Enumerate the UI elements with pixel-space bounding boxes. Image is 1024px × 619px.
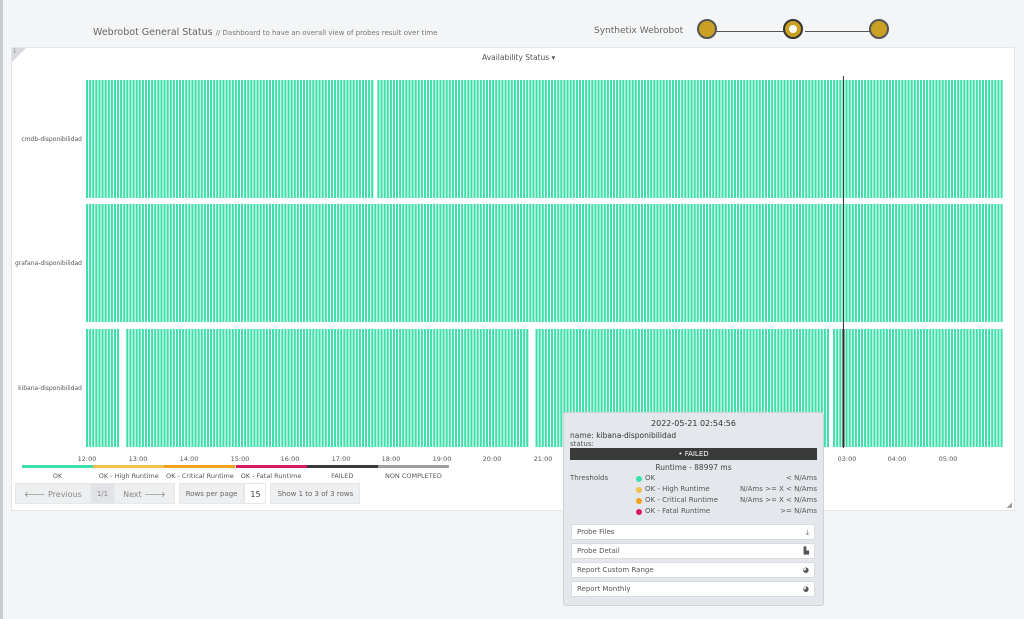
threshold-name: OK - Fatal Runtime	[645, 507, 711, 515]
probe-files-button[interactable]: Probe Files ⤓	[571, 524, 815, 540]
area-chart-icon: ▙	[803, 547, 809, 555]
stepper-line	[805, 31, 871, 32]
probe-tooltip: 2022-05-21 02:54:56 name: kibana-disponi…	[563, 412, 824, 606]
stepper-step-2[interactable]	[783, 19, 803, 39]
tooltip-button-label: Probe Detail	[577, 547, 620, 555]
rows-per-page-input[interactable]: 15	[244, 483, 267, 504]
dashboard-stepper	[695, 19, 895, 45]
legend-swatch-3	[235, 465, 307, 468]
download-icon: ⤓	[805, 528, 809, 536]
pie-chart-icon: ◕	[802, 585, 809, 593]
info-icon[interactable]: i	[14, 48, 16, 55]
tooltip-button-label: Report Custom Range	[577, 566, 654, 574]
resize-handle-icon[interactable]: ◢	[1006, 501, 1012, 509]
legend-swatch-5	[377, 465, 449, 468]
rows-per-page-label: Rows per page	[178, 483, 245, 504]
threshold-dot-icon	[636, 487, 642, 493]
threshold-name: OK - Critical Runtime	[645, 496, 719, 504]
tooltip-status-label: status:	[570, 440, 594, 448]
panel-info-corner[interactable]	[12, 48, 26, 62]
threshold-row: OK - Critical Runtime N/Ams >= X < N/Ams	[636, 496, 817, 507]
threshold-dot-icon	[636, 509, 642, 515]
tooltip-thresholds-label: Thresholds	[570, 474, 609, 482]
current-page-indicator[interactable]: 1/1	[90, 483, 115, 504]
left-edge-strip	[0, 0, 3, 619]
threshold-row: OK < N/Ams	[636, 474, 817, 485]
tooltip-button-label: Report Monthly	[577, 585, 631, 593]
report-monthly-button[interactable]: Report Monthly ◕	[571, 581, 815, 597]
threshold-row: OK - High Runtime N/Ams >= X < N/Ams	[636, 485, 817, 496]
stepper-step-3[interactable]	[869, 19, 889, 39]
tooltip-runtime: Runtime - 88997 ms	[655, 463, 732, 472]
threshold-condition: N/Ams >= X < N/Ams	[740, 496, 817, 504]
pie-chart-icon: ◕	[802, 566, 809, 574]
tooltip-name: name: kibana-disponibilidad	[570, 431, 676, 440]
tooltip-name-value: kibana-disponibilidad	[596, 431, 677, 440]
threshold-condition: N/Ams >= X < N/Ams	[740, 485, 817, 493]
legend-swatch-1	[93, 465, 165, 468]
threshold-dot-icon	[636, 476, 642, 482]
dashboard-subtitle: // Dashboard to have an overall view of …	[215, 29, 438, 37]
tooltip-name-label: name:	[570, 431, 594, 440]
legend-label-0: OK	[52, 472, 63, 480]
rows-count-info: Show 1 to 3 of 3 rows	[270, 483, 361, 504]
tooltip-button-label: Probe Files	[577, 528, 615, 536]
next-page-button[interactable]: Next 🡒	[114, 483, 175, 504]
tooltip-date: 2022-05-21 02:54:56	[651, 419, 736, 428]
legend-swatch-2	[164, 465, 236, 468]
legend-label-5: NON COMPLETED	[384, 472, 442, 480]
threshold-row: OK - Fatal Runtime >= N/Ams	[636, 507, 817, 518]
threshold-name: OK - High Runtime	[645, 485, 710, 493]
threshold-condition: >= N/Ams	[780, 507, 817, 515]
probe-detail-button[interactable]: Probe Detail ▙	[571, 543, 815, 559]
dashboard-title-text: Webrobot General Status	[93, 27, 213, 38]
legend-label-4: FAILED	[331, 472, 354, 480]
legend-label-2: OK - Critical Runtime	[166, 472, 234, 480]
previous-page-button[interactable]: 🡐 Previous	[15, 483, 91, 504]
app-name: Synthetix Webrobot	[594, 26, 684, 36]
table-pager: 🡐 Previous 1/1 Next 🡒 Rows per page 15 S…	[15, 483, 361, 504]
legend-label-3: OK - Fatal Runtime	[240, 472, 302, 480]
status-legend: OK OK - High Runtime OK - Critical Runtime…	[22, 465, 449, 485]
tooltip-status-badge: • FAILED	[570, 448, 817, 460]
threshold-name: OK	[645, 474, 656, 482]
availability-panel: i Availability Status ▾ ◢	[11, 47, 1015, 511]
report-custom-range-button[interactable]: Report Custom Range ◕	[571, 562, 815, 578]
threshold-dot-icon	[636, 498, 642, 504]
dashboard-title: Webrobot General Status // Dashboard to …	[93, 27, 437, 38]
legend-label-1: OK - High Runtime	[98, 472, 159, 480]
panel-title-dropdown[interactable]: Availability Status ▾	[482, 53, 556, 62]
legend-swatch-4	[306, 465, 378, 468]
threshold-condition: < N/Ams	[786, 474, 817, 482]
stepper-step-1[interactable]	[697, 19, 717, 39]
stepper-line	[715, 31, 785, 32]
legend-swatch-0	[22, 465, 94, 468]
